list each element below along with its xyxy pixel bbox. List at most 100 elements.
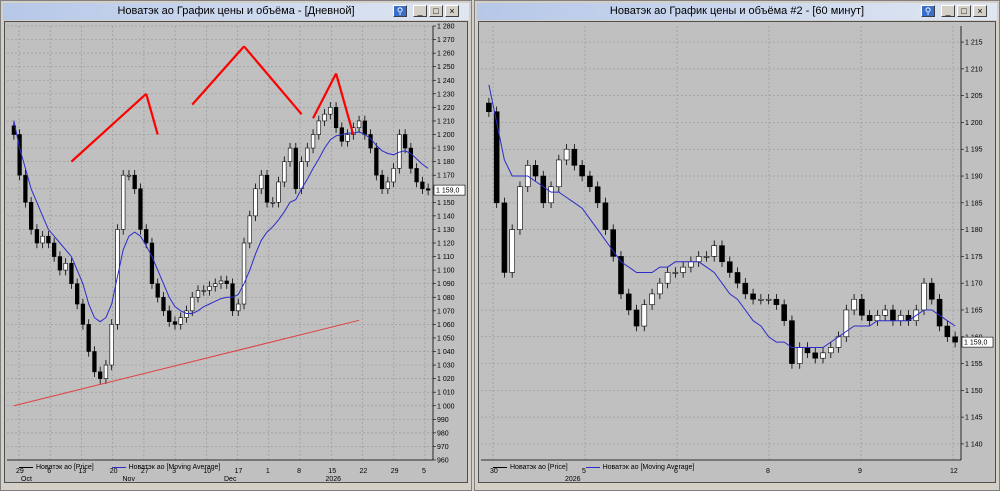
y-tick-label: 1 020 — [437, 376, 455, 383]
candle-body — [138, 188, 143, 230]
candle-body — [276, 181, 281, 203]
candle-body — [944, 325, 951, 338]
x-tick-label: 29 — [16, 468, 24, 475]
x-tick-label: 8 — [766, 468, 770, 475]
candle-body — [734, 272, 741, 284]
last-price-label: 1 159,0 — [436, 188, 459, 195]
hourly-chart-window[interactable]: Новатэк ао График цены и объёма #2 - [60… — [474, 0, 1000, 491]
candle-body — [649, 293, 655, 305]
candle-body — [184, 310, 189, 318]
y-tick-label: 1 200 — [965, 120, 983, 127]
candle-body — [23, 174, 28, 203]
candle-body — [719, 245, 725, 263]
window-titlebar[interactable]: Новатэк ао График цены и объёма - [Дневн… — [3, 3, 469, 20]
pin-icon[interactable]: ⚲ — [393, 5, 407, 17]
y-tick-label: 1 195 — [965, 147, 983, 154]
candle-body — [379, 174, 385, 190]
candle-body — [282, 161, 287, 183]
candle-body — [789, 320, 795, 364]
last-price-box — [961, 336, 994, 348]
y-tick-label: 1 180 — [437, 159, 455, 166]
candle-body — [259, 174, 264, 190]
candle-body — [121, 174, 126, 230]
close-button[interactable]: × — [973, 5, 987, 17]
y-tick-label: 1 175 — [965, 254, 983, 261]
candle-body — [161, 296, 166, 312]
y-tick-label: 1 130 — [437, 227, 455, 234]
candle-body — [843, 309, 850, 338]
candle-body — [190, 296, 195, 312]
candle-body — [92, 351, 97, 373]
y-tick-label: 1 240 — [437, 78, 455, 85]
candle-body — [368, 134, 373, 149]
candle-body — [781, 304, 787, 321]
legend-price: Новатэк ао [Price] — [19, 464, 94, 471]
candle-body — [493, 111, 500, 204]
y-tick-label: 1 210 — [437, 118, 455, 125]
candle-body — [201, 290, 206, 292]
x-tick-label: 5 — [422, 468, 426, 475]
x-tick-label: 29 — [391, 468, 399, 475]
minimize-button[interactable]: _ — [941, 5, 955, 17]
support-trendline — [13, 319, 360, 407]
candle-body — [750, 293, 756, 300]
candle-body — [610, 229, 616, 257]
legend-moving-average: Новатэк ао [Moving Average] — [585, 464, 694, 471]
pin-icon[interactable]: ⚲ — [921, 5, 935, 17]
x-period-label: Oct — [21, 476, 32, 482]
candle-body — [711, 245, 718, 257]
maximize-button[interactable]: □ — [957, 5, 971, 17]
candle-body — [804, 347, 811, 354]
x-tick-label: 30 — [490, 468, 498, 475]
candle-body — [293, 147, 298, 190]
candle-body — [571, 148, 578, 166]
y-tick-label: 960 — [437, 458, 449, 465]
head-shoulders-line — [145, 93, 159, 135]
candle-body — [532, 165, 539, 177]
candle-body — [851, 298, 857, 311]
candle-body — [540, 175, 547, 204]
window-title: Новатэк ао График цены и объёма #2 - [60… — [609, 5, 865, 17]
x-tick-label: 17 — [235, 468, 243, 475]
y-tick-label: 1 205 — [965, 93, 983, 100]
y-tick-label: 1 215 — [965, 40, 983, 47]
candle-body — [486, 102, 492, 113]
moving-average-line — [488, 84, 956, 348]
candle-body — [247, 215, 252, 244]
x-tick-label: 12 — [950, 468, 958, 475]
y-tick-label: 1 260 — [437, 51, 455, 58]
candle-body — [213, 283, 218, 287]
candle-body — [46, 235, 51, 244]
candle-body — [890, 309, 896, 321]
legend-price: Новатэк ао [Price] — [493, 464, 568, 471]
candle-body — [414, 168, 419, 183]
price-plot-area[interactable]: 960 970 980 990 1 000 1 010 1 020 1 030 1 040 1 0… — [4, 21, 468, 483]
y-tick-label: 1 150 — [965, 388, 983, 395]
candle-body — [563, 148, 570, 161]
candle-body — [126, 174, 132, 177]
y-tick-label: 1 110 — [437, 254, 454, 261]
x-tick-label: 3 — [172, 468, 176, 475]
daily-chart-window[interactable]: Новатэк ао График цены и объёма - [Дневн… — [0, 0, 472, 491]
maximize-button[interactable]: □ — [429, 5, 443, 17]
candle-body — [897, 315, 904, 321]
y-tick-label: 1 250 — [437, 64, 455, 71]
candle-body — [859, 298, 865, 316]
x-period-label: 2026 — [565, 476, 581, 482]
candle-body — [509, 229, 515, 273]
candle-body — [501, 202, 508, 273]
candle-body — [695, 256, 702, 263]
candle-body — [641, 304, 648, 327]
window-title: Новатэк ао График цены и объёма - [Дневн… — [117, 5, 355, 17]
y-tick-label: 1 010 — [437, 390, 455, 397]
x-tick-label: 20 — [110, 468, 118, 475]
chart-legend: Новатэк ао [Price] Новатэк ао [Moving Av… — [19, 464, 220, 471]
candle-body — [828, 347, 834, 354]
window-titlebar[interactable]: Новатэк ао График цены и объёма #2 - [60… — [477, 3, 997, 20]
y-tick-label: 1 145 — [965, 415, 983, 422]
y-tick-label: 1 190 — [437, 146, 455, 153]
candle-body — [812, 352, 819, 359]
minimize-button[interactable]: _ — [413, 5, 427, 17]
close-button[interactable]: × — [445, 5, 459, 17]
